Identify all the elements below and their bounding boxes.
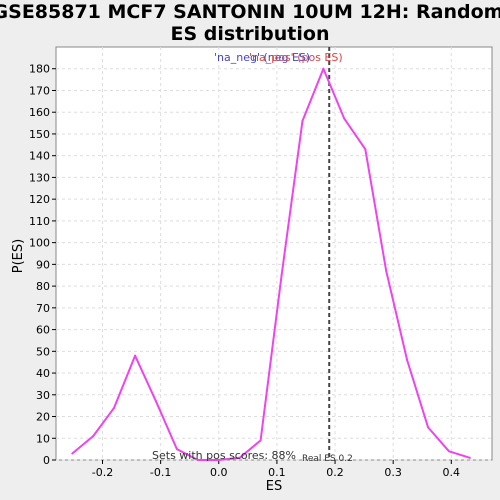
series-point (468, 456, 471, 459)
series-points (71, 67, 471, 461)
y-tick-label: 110 (29, 215, 50, 228)
x-tick-label: -0.2 (92, 466, 113, 479)
series-point (259, 439, 262, 442)
y-tick-label: 170 (29, 84, 50, 97)
y-tick-label: 150 (29, 128, 50, 141)
x-tick-label: 0.1 (268, 466, 286, 479)
series-line-na-pos (71, 67, 471, 461)
y-axis-ticks: 0 10 20 30 40 50 60 70 80 90 100 110 120 130 140 150 160… (29, 63, 56, 467)
pos-scores-annotation: Sets with pos scores: 88% (152, 449, 296, 462)
y-tick-label: 20 (36, 411, 50, 424)
chart-title-line2: ES distribution (171, 23, 330, 45)
y-tick-label: 130 (29, 171, 50, 184)
y-tick-label: 30 (36, 389, 50, 402)
y-tick-label: 50 (36, 345, 50, 358)
series-point (92, 435, 95, 438)
y-tick-label: 60 (36, 324, 50, 337)
series-point (322, 67, 325, 70)
grid-layer (56, 47, 492, 461)
chart-title-line1: GSE85871 MCF7 SANTONIN 10UM 12H: Random (0, 1, 500, 23)
series-point (134, 354, 137, 357)
x-tick-label: 0.0 (210, 466, 228, 479)
y-tick-label: 100 (29, 237, 50, 250)
x-tick-label: 0.2 (326, 466, 344, 479)
series-point (427, 426, 430, 429)
y-tick-label: 0 (43, 454, 50, 467)
series-point (196, 459, 199, 461)
series-point (154, 400, 157, 403)
series-point (343, 117, 346, 120)
y-tick-label: 70 (36, 302, 50, 315)
x-tick-label: -0.1 (150, 466, 171, 479)
x-axis-ticks: -0.2 -0.1 0.0 0.1 0.2 0.3 0.4 (92, 460, 460, 479)
y-tick-label: 80 (36, 280, 50, 293)
x-tick-label: 0.4 (443, 466, 461, 479)
legend-entry-na-neg: 'na_neg' (neg ES) (214, 51, 310, 64)
series-point (217, 459, 220, 461)
plot-area (55, 46, 493, 461)
legend-entry-na-pos: 'na_pos' (pos ES) (249, 51, 343, 64)
series-point (113, 406, 116, 409)
y-tick-label: 120 (29, 193, 50, 206)
y-tick-label: 140 (29, 150, 50, 163)
series-point (301, 119, 304, 122)
series-point (238, 456, 241, 459)
y-tick-label: 40 (36, 367, 50, 380)
y-axis-label: P(ES) (11, 239, 26, 273)
y-tick-label: 180 (29, 63, 50, 76)
series-point (280, 274, 283, 277)
series-point (175, 448, 178, 451)
x-tick-label: 0.3 (384, 466, 402, 479)
series-point (385, 269, 388, 272)
x-axis-label: ES (266, 479, 282, 494)
series-point (71, 452, 74, 455)
y-tick-label: 160 (29, 106, 50, 119)
y-tick-label: 10 (36, 432, 50, 445)
series-point (447, 450, 450, 453)
real-es-label: Real ES 0.2 (302, 454, 353, 464)
series-point (364, 148, 367, 151)
series-point (406, 359, 409, 362)
y-tick-label: 90 (36, 258, 50, 271)
